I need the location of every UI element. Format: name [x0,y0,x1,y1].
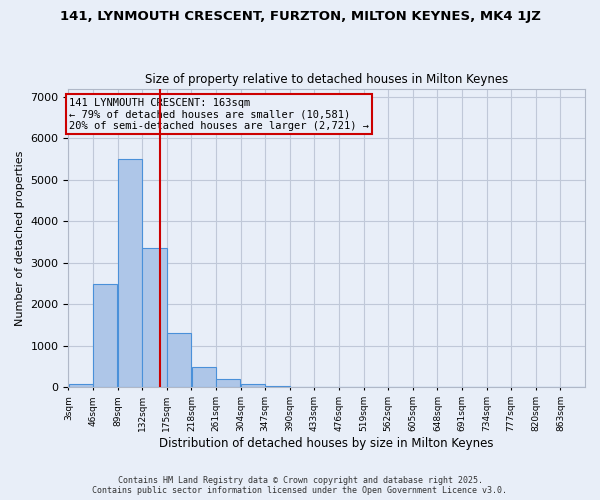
Bar [68,384,93,388]
X-axis label: Distribution of detached houses by size in Milton Keynes: Distribution of detached houses by size … [160,437,494,450]
Bar [142,248,167,388]
Y-axis label: Number of detached properties: Number of detached properties [15,150,25,326]
Bar [93,284,118,388]
Bar [290,386,314,388]
Title: Size of property relative to detached houses in Milton Keynes: Size of property relative to detached ho… [145,73,508,86]
Text: Contains HM Land Registry data © Crown copyright and database right 2025.
Contai: Contains HM Land Registry data © Crown c… [92,476,508,495]
Bar [118,159,142,388]
Text: 141, LYNMOUTH CRESCENT, FURZTON, MILTON KEYNES, MK4 1JZ: 141, LYNMOUTH CRESCENT, FURZTON, MILTON … [59,10,541,23]
Bar [216,379,241,388]
Bar [191,366,216,388]
Bar [265,386,290,388]
Text: 141 LYNMOUTH CRESCENT: 163sqm
← 79% of detached houses are smaller (10,581)
20% : 141 LYNMOUTH CRESCENT: 163sqm ← 79% of d… [69,98,369,130]
Bar [167,334,191,388]
Bar [241,384,265,388]
